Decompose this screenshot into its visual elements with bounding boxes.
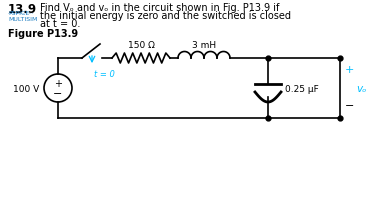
Text: 13.9: 13.9 <box>8 3 37 16</box>
Text: 0.25 μF: 0.25 μF <box>285 84 319 93</box>
Text: +: + <box>54 79 62 89</box>
Text: 150 Ω: 150 Ω <box>128 41 154 50</box>
Text: −: − <box>53 89 63 98</box>
Text: 3 mH: 3 mH <box>192 41 216 50</box>
Text: t = 0: t = 0 <box>94 70 115 79</box>
Text: −: − <box>345 101 355 110</box>
Text: the initial energy is zero and the switched is closed: the initial energy is zero and the switc… <box>40 11 291 21</box>
Text: 100 V: 100 V <box>13 84 39 93</box>
Text: MULTISIM: MULTISIM <box>8 17 37 22</box>
Text: vₒ: vₒ <box>356 84 366 94</box>
Text: Figure P13.9: Figure P13.9 <box>8 29 78 39</box>
Text: Find Vₒ and vₒ in the circuit shown in Fig. P13.9 if: Find Vₒ and vₒ in the circuit shown in F… <box>40 3 279 13</box>
Text: at t = 0.: at t = 0. <box>40 19 81 29</box>
Text: PSPICE: PSPICE <box>8 11 29 16</box>
Text: +: + <box>345 65 355 75</box>
